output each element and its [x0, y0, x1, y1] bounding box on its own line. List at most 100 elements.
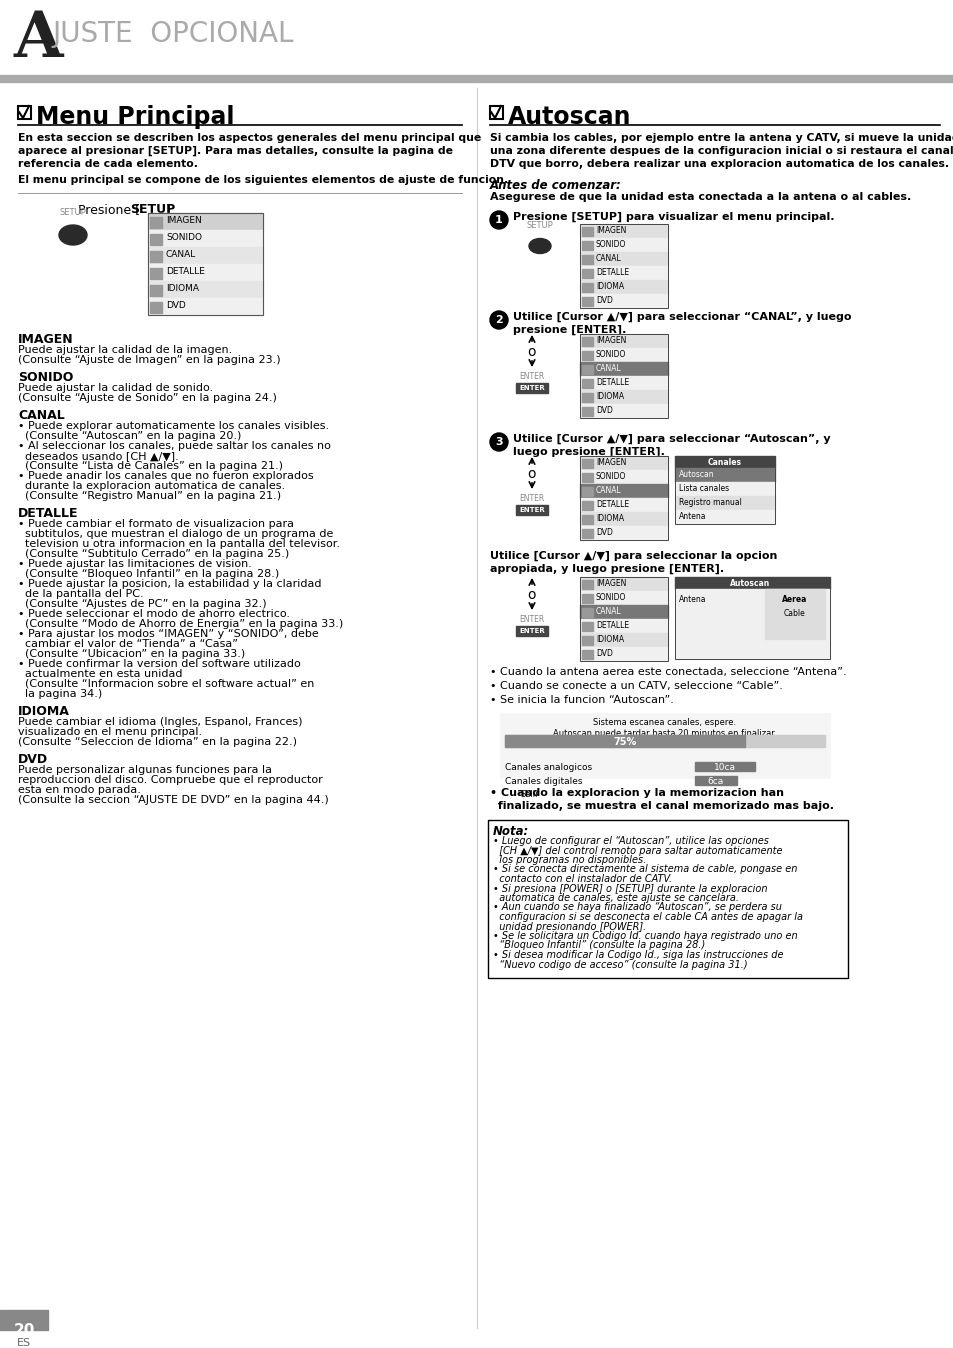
Text: de la pantalla del PC.: de la pantalla del PC.	[18, 589, 144, 599]
Text: Si cambia los cables, por ejemplo entre la antena y CATV, si mueve la unidad a
u: Si cambia los cables, por ejemplo entre …	[490, 133, 953, 168]
Bar	[150, 217, 162, 228]
Text: (Consulte “Ajustes de PC” en la pagina 32.): (Consulte “Ajustes de PC” en la pagina 3…	[18, 599, 266, 609]
Text: 75%: 75%	[613, 737, 636, 747]
Text: configuracion si se desconecta el cable CA antes de apagar la: configuracion si se desconecta el cable …	[493, 913, 802, 922]
Text: DVD: DVD	[596, 648, 612, 658]
Text: SETUP: SETUP	[59, 208, 87, 217]
Text: Antena: Antena	[679, 594, 706, 604]
Text: • Para ajustar los modos “IMAGEN” y “SONIDO”, debe: • Para ajustar los modos “IMAGEN” y “SON…	[18, 630, 318, 639]
Text: • Puede confirmar la version del software utilizado: • Puede confirmar la version del softwar…	[18, 659, 300, 669]
Text: television u otra informacion en la pantalla del televisor.: television u otra informacion en la pant…	[18, 539, 339, 549]
Text: Utilice [Cursor ▲/▼] para seleccionar “CANAL”, y luego
presione [ENTER].: Utilice [Cursor ▲/▼] para seleccionar “C…	[513, 311, 851, 336]
Circle shape	[490, 433, 507, 452]
Text: DETALLE: DETALLE	[596, 621, 628, 630]
Bar	[675, 456, 774, 468]
Bar	[764, 589, 824, 639]
Bar	[579, 363, 667, 376]
Text: DVD: DVD	[596, 406, 612, 415]
Text: SONIDO: SONIDO	[18, 371, 73, 384]
Text: IMAGEN: IMAGEN	[18, 333, 73, 346]
Text: DVD: DVD	[596, 528, 612, 537]
Text: DVD: DVD	[596, 297, 612, 305]
Bar	[148, 280, 263, 298]
Text: IMAGEN: IMAGEN	[166, 216, 201, 225]
Text: Presione [: Presione [	[78, 204, 140, 216]
Text: ENTER: ENTER	[518, 386, 544, 391]
Text: DETALLE: DETALLE	[18, 507, 78, 520]
Text: • Cuando la antena aerea este conectada, seleccione “Antena”.: • Cuando la antena aerea este conectada,…	[490, 667, 845, 677]
Text: (Consulte “Ubicacion” en la pagina 33.): (Consulte “Ubicacion” en la pagina 33.)	[18, 648, 245, 659]
Text: Salir: Salir	[520, 790, 538, 799]
Bar	[579, 456, 667, 470]
Bar	[675, 577, 829, 659]
Bar	[579, 376, 667, 390]
Text: IMAGEN: IMAGEN	[596, 580, 626, 588]
Text: (Consulte “Bloqueo Infantil” en la pagina 28.): (Consulte “Bloqueo Infantil” en la pagin…	[18, 569, 279, 580]
Bar	[516, 625, 547, 636]
Text: CANAL: CANAL	[596, 364, 621, 373]
Bar	[579, 252, 667, 266]
Text: IDIOMA: IDIOMA	[596, 635, 623, 644]
Text: El menu principal se compone de los siguientes elementos de ajuste de funcion.: El menu principal se compone de los sigu…	[18, 175, 508, 185]
Text: automatica de canales, este ajuste se cancelara.: automatica de canales, este ajuste se ca…	[493, 892, 739, 903]
Text: Nota:: Nota:	[493, 825, 529, 838]
Bar	[581, 460, 593, 468]
Text: [CH ▲/▼] del control remoto para saltar automaticamente: [CH ▲/▼] del control remoto para saltar …	[493, 845, 781, 856]
Text: Utilice [Cursor ▲/▼] para seleccionar la opcion
apropiada, y luego presione [ENT: Utilice [Cursor ▲/▼] para seleccionar la…	[490, 551, 777, 574]
Bar	[0, 1310, 48, 1330]
Ellipse shape	[529, 239, 551, 253]
Text: SETUP: SETUP	[130, 204, 175, 216]
Bar	[579, 590, 667, 605]
Bar	[150, 268, 162, 279]
Text: 2: 2	[495, 315, 502, 325]
Text: los programas no disponibles.: los programas no disponibles.	[493, 855, 645, 865]
Bar	[579, 470, 667, 484]
Text: (Consulte “Subtitulo Cerrado” en la pagina 25.): (Consulte “Subtitulo Cerrado” en la pagi…	[18, 549, 289, 559]
Text: SONIDO: SONIDO	[596, 240, 626, 249]
Text: CANAL: CANAL	[18, 408, 65, 422]
Text: • Si presiona [POWER] o [SETUP] durante la exploracion: • Si presiona [POWER] o [SETUP] durante …	[493, 883, 767, 894]
Text: ENTER: ENTER	[518, 493, 544, 503]
Text: CANAL: CANAL	[166, 249, 196, 259]
Bar	[579, 266, 667, 280]
Bar	[499, 713, 829, 778]
Bar	[581, 650, 593, 659]
Text: DETALLE: DETALLE	[596, 268, 628, 276]
Bar	[148, 298, 263, 315]
Bar	[581, 636, 593, 644]
Bar	[150, 302, 162, 313]
Bar	[581, 487, 593, 496]
Text: (Consulte “Ajuste de Sonido” en la pagina 24.): (Consulte “Ajuste de Sonido” en la pagin…	[18, 394, 276, 403]
Text: ENTER: ENTER	[518, 372, 544, 381]
Bar	[579, 484, 667, 497]
Text: SETUP: SETUP	[526, 221, 553, 231]
Text: esta en modo parada.: esta en modo parada.	[18, 785, 141, 795]
Circle shape	[490, 311, 507, 329]
Text: ENTER: ENTER	[518, 628, 544, 634]
Text: Puede ajustar la calidad de sonido.: Puede ajustar la calidad de sonido.	[18, 383, 213, 394]
Text: Autoscan: Autoscan	[729, 580, 769, 588]
Text: o: o	[527, 345, 536, 359]
Bar	[148, 231, 263, 247]
Text: SONIDO: SONIDO	[596, 593, 626, 603]
Bar	[148, 213, 263, 231]
Bar	[579, 404, 667, 418]
Bar	[579, 634, 667, 647]
Text: Canales: Canales	[707, 458, 741, 466]
Bar	[504, 735, 744, 747]
Text: subtitulos, que muestran el dialogo de un programa de: subtitulos, que muestran el dialogo de u…	[18, 528, 333, 539]
Text: DVD: DVD	[166, 301, 186, 310]
Text: Antes de comenzar:: Antes de comenzar:	[490, 179, 621, 191]
Text: • Luego de configurar el “Autoscan”, utilice las opciones: • Luego de configurar el “Autoscan”, uti…	[493, 836, 768, 847]
Bar	[579, 456, 667, 541]
Bar	[675, 496, 774, 510]
Text: IMAGEN: IMAGEN	[596, 226, 626, 235]
Bar	[579, 577, 667, 590]
Bar	[675, 456, 774, 524]
Text: IDIOMA: IDIOMA	[596, 514, 623, 523]
Text: IDIOMA: IDIOMA	[166, 284, 199, 293]
Text: • Puede ajustar las limitaciones de vision.: • Puede ajustar las limitaciones de visi…	[18, 559, 252, 569]
Bar	[579, 577, 667, 661]
Bar	[581, 580, 593, 589]
Bar	[581, 473, 593, 483]
